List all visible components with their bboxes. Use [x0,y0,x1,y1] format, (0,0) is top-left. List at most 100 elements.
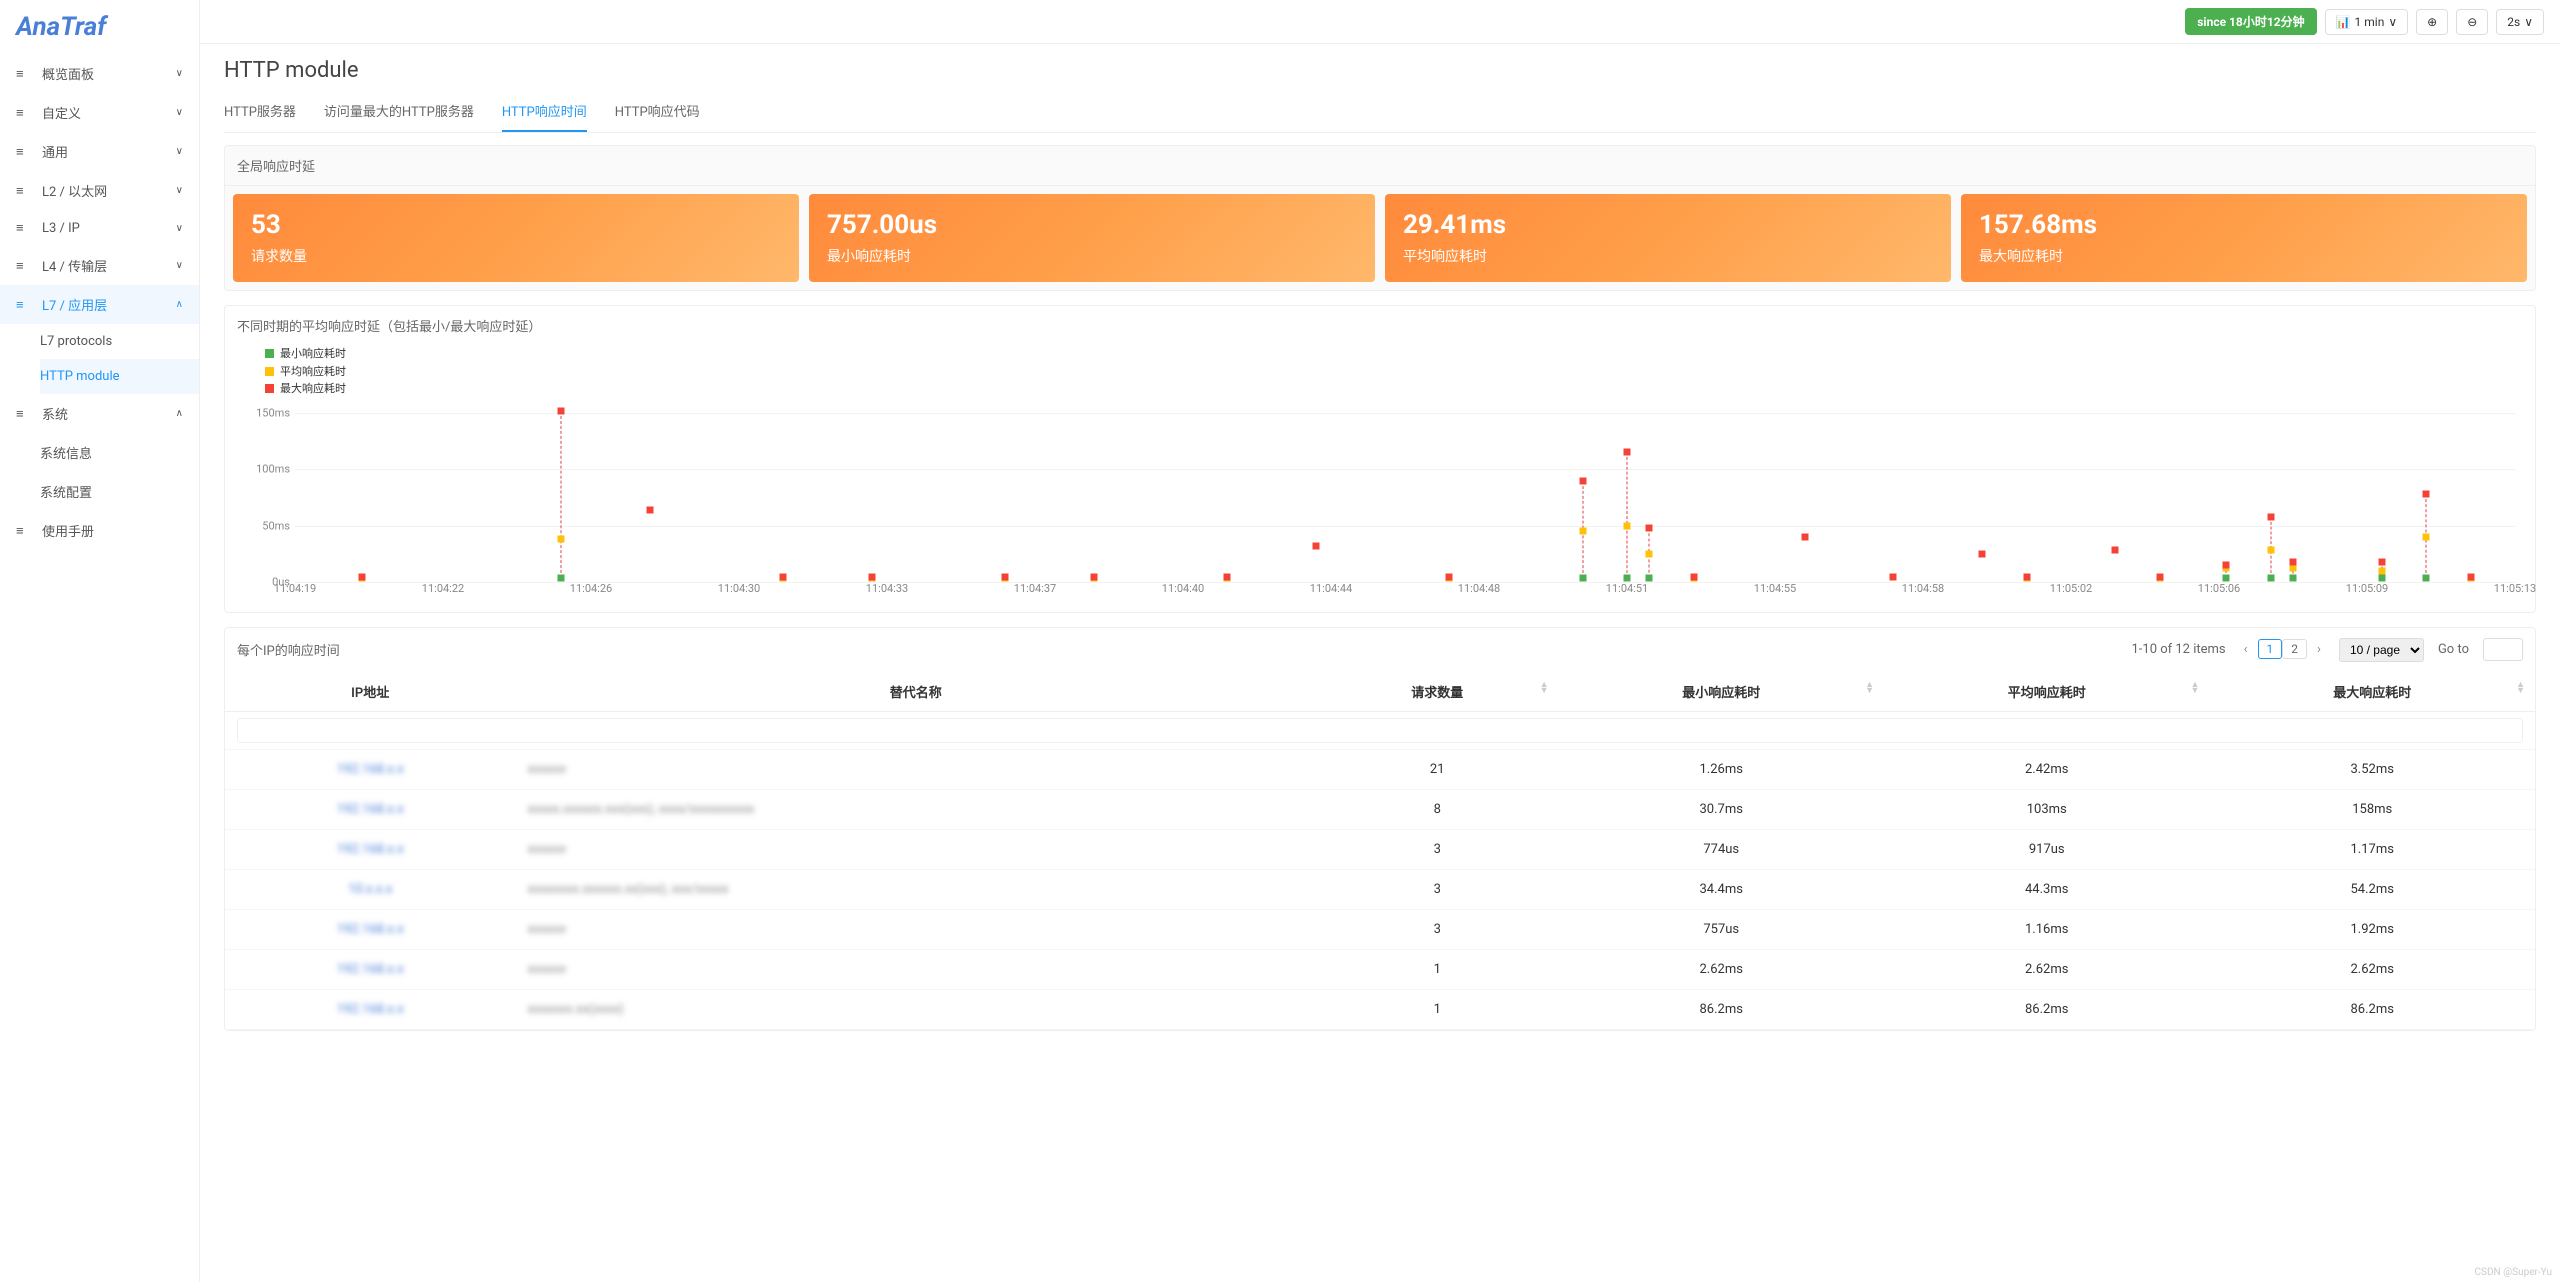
layers-icon: ≡ [16,297,34,313]
stat-label: 最小响应耗时 [827,246,1357,266]
table-row: 192.168.x.x xxxxxx 3 757us 1.16ms 1.92ms [225,909,2535,949]
x-tick: 11:04:22 [422,582,464,595]
legend-swatch [265,367,274,376]
per-page-select[interactable]: 10 / page [2339,638,2424,662]
chevron-icon: ∧ [176,299,183,310]
table-filter[interactable] [237,718,2523,743]
tab[interactable]: HTTP响应代码 [615,93,700,132]
data-point [1579,477,1586,484]
alias-cell: xxxxxxxx.xxxxxx.xx(xxx), xxx/xxxxx [515,869,1316,909]
column-header[interactable]: 平均响应耗时▲▼ [1884,672,2209,712]
x-tick: 11:04:44 [1310,582,1352,595]
next-page[interactable]: › [2313,642,2325,657]
sidebar-subitem[interactable]: 系统配置 [40,472,199,511]
max-cell: 54.2ms [2209,869,2535,909]
req-cell: 1 [1316,949,1559,989]
req-cell: 8 [1316,789,1559,829]
data-point [1002,574,1009,581]
chart-title: 不同时期的平均响应时延（包括最小/最大响应时延） [225,306,2535,345]
sidebar-subitem[interactable]: L7 protocols [40,324,199,359]
stat-label: 平均响应耗时 [1403,246,1933,266]
sidebar-item[interactable]: ≡系统∧ [0,394,199,433]
column-header[interactable]: IP地址 [225,672,515,712]
avg-cell: 103ms [1884,789,2209,829]
data-point [2467,574,2474,581]
legend-item: 平均响应耗时 [265,363,2495,381]
table-header: 每个IP的响应时间 1-10 of 12 items ‹ 12 › 10 / p… [225,628,2535,672]
table-row: 10.x.x.x xxxxxxxx.xxxxxx.xx(xxx), xxx/xx… [225,869,2535,909]
prev-page[interactable]: ‹ [2240,642,2252,657]
ip-cell[interactable]: 192.168.x.x [225,749,515,789]
req-cell: 3 [1316,869,1559,909]
column-header[interactable]: 最大响应耗时▲▼ [2209,672,2535,712]
data-point [1646,524,1653,531]
interval-button[interactable]: 📊 1 min ∨ [2325,9,2409,35]
sidebar-subitem[interactable]: 系统信息 [40,433,199,472]
zoom-out-button[interactable]: ⊖ [2456,9,2488,35]
stat-value: 757.00us [827,210,1357,240]
column-header[interactable]: 最小响应耗时▲▼ [1559,672,1884,712]
x-tick: 11:04:37 [1014,582,1056,595]
avg-cell: 917us [1884,829,2209,869]
y-tick: 100ms [256,463,290,476]
goto-input[interactable] [2483,638,2523,661]
tab[interactable]: HTTP响应时间 [502,93,587,132]
refresh-button[interactable]: 2s ∨ [2496,9,2544,35]
page-button[interactable]: 2 [2282,639,2307,659]
ip-cell[interactable]: 192.168.x.x [225,989,515,1029]
data-point [558,407,565,414]
min-cell: 757us [1559,909,1884,949]
data-point [1624,449,1631,456]
page-button[interactable]: 1 [2258,639,2283,659]
sidebar-item[interactable]: ≡L3 / IP∨ [0,210,199,246]
sidebar-item[interactable]: ≡自定义∨ [0,93,199,132]
sidebar-item[interactable]: ≡L7 / 应用层∧ [0,285,199,324]
x-tick: 11:04:30 [718,582,760,595]
alias-cell: xxxxxxx.xx(xxxx) [515,989,1316,1029]
min-cell: 86.2ms [1559,989,1884,1029]
stat-label: 请求数量 [251,246,781,266]
sidebar-item[interactable]: ≡概览面板∨ [0,54,199,93]
ip-cell[interactable]: 192.168.x.x [225,789,515,829]
max-cell: 1.92ms [2209,909,2535,949]
data-point [2290,565,2297,572]
max-cell: 2.62ms [2209,949,2535,989]
sidebar-subitem[interactable]: HTTP module [40,359,199,394]
data-table: IP地址替代名称请求数量▲▼最小响应耗时▲▼平均响应耗时▲▼最大响应耗时▲▼ 1… [225,672,2535,1030]
data-point [2290,558,2297,565]
sidebar-item[interactable]: ≡L4 / 传输层∨ [0,246,199,285]
data-point [2267,513,2274,520]
table-section: 每个IP的响应时间 1-10 of 12 items ‹ 12 › 10 / p… [224,627,2536,1031]
alias-cell: xxxxxx [515,749,1316,789]
time-range-badge[interactable]: since 18小时12分钟 [2185,8,2316,35]
legend-item: 最小响应耗时 [265,345,2495,363]
tab[interactable]: 访问量最大的HTTP服务器 [324,93,474,132]
sidebar-item[interactable]: ≡使用手册 [0,511,199,550]
tab[interactable]: HTTP服务器 [224,93,296,132]
x-tick: 11:04:48 [1458,582,1500,595]
layers-icon: ≡ [16,258,34,274]
column-header[interactable]: 请求数量▲▼ [1316,672,1559,712]
ip-cell[interactable]: 192.168.x.x [225,909,515,949]
sidebar-item[interactable]: ≡通用∨ [0,132,199,171]
stat-card: 29.41ms平均响应耗时 [1385,194,1951,282]
sidebar-item[interactable]: ≡L2 / 以太网∨ [0,171,199,210]
sort-icon: ▲▼ [1865,682,1874,695]
table-row: 192.168.x.x xxxxxxx.xx(xxxx) 1 86.2ms 86… [225,989,2535,1029]
data-point [2423,533,2430,540]
table-row: 192.168.x.x xxxxxx 21 1.26ms 2.42ms 3.52… [225,749,2535,789]
ip-cell[interactable]: 192.168.x.x [225,829,515,869]
table-row: 192.168.x.x xxxxxx 1 2.62ms 2.62ms 2.62m… [225,949,2535,989]
ip-cell[interactable]: 192.168.x.x [225,949,515,989]
avg-cell: 86.2ms [1884,989,2209,1029]
goto-label: Go to [2438,642,2469,657]
max-cell: 158ms [2209,789,2535,829]
page-title: HTTP module [224,44,2536,93]
ip-cell[interactable]: 10.x.x.x [225,869,515,909]
data-point [2156,574,2163,581]
alias-cell: xxxxxx [515,909,1316,949]
column-header[interactable]: 替代名称 [515,672,1316,712]
data-point [2223,561,2230,568]
zoom-in-button[interactable]: ⊕ [2416,9,2448,35]
data-point [1979,550,1986,557]
